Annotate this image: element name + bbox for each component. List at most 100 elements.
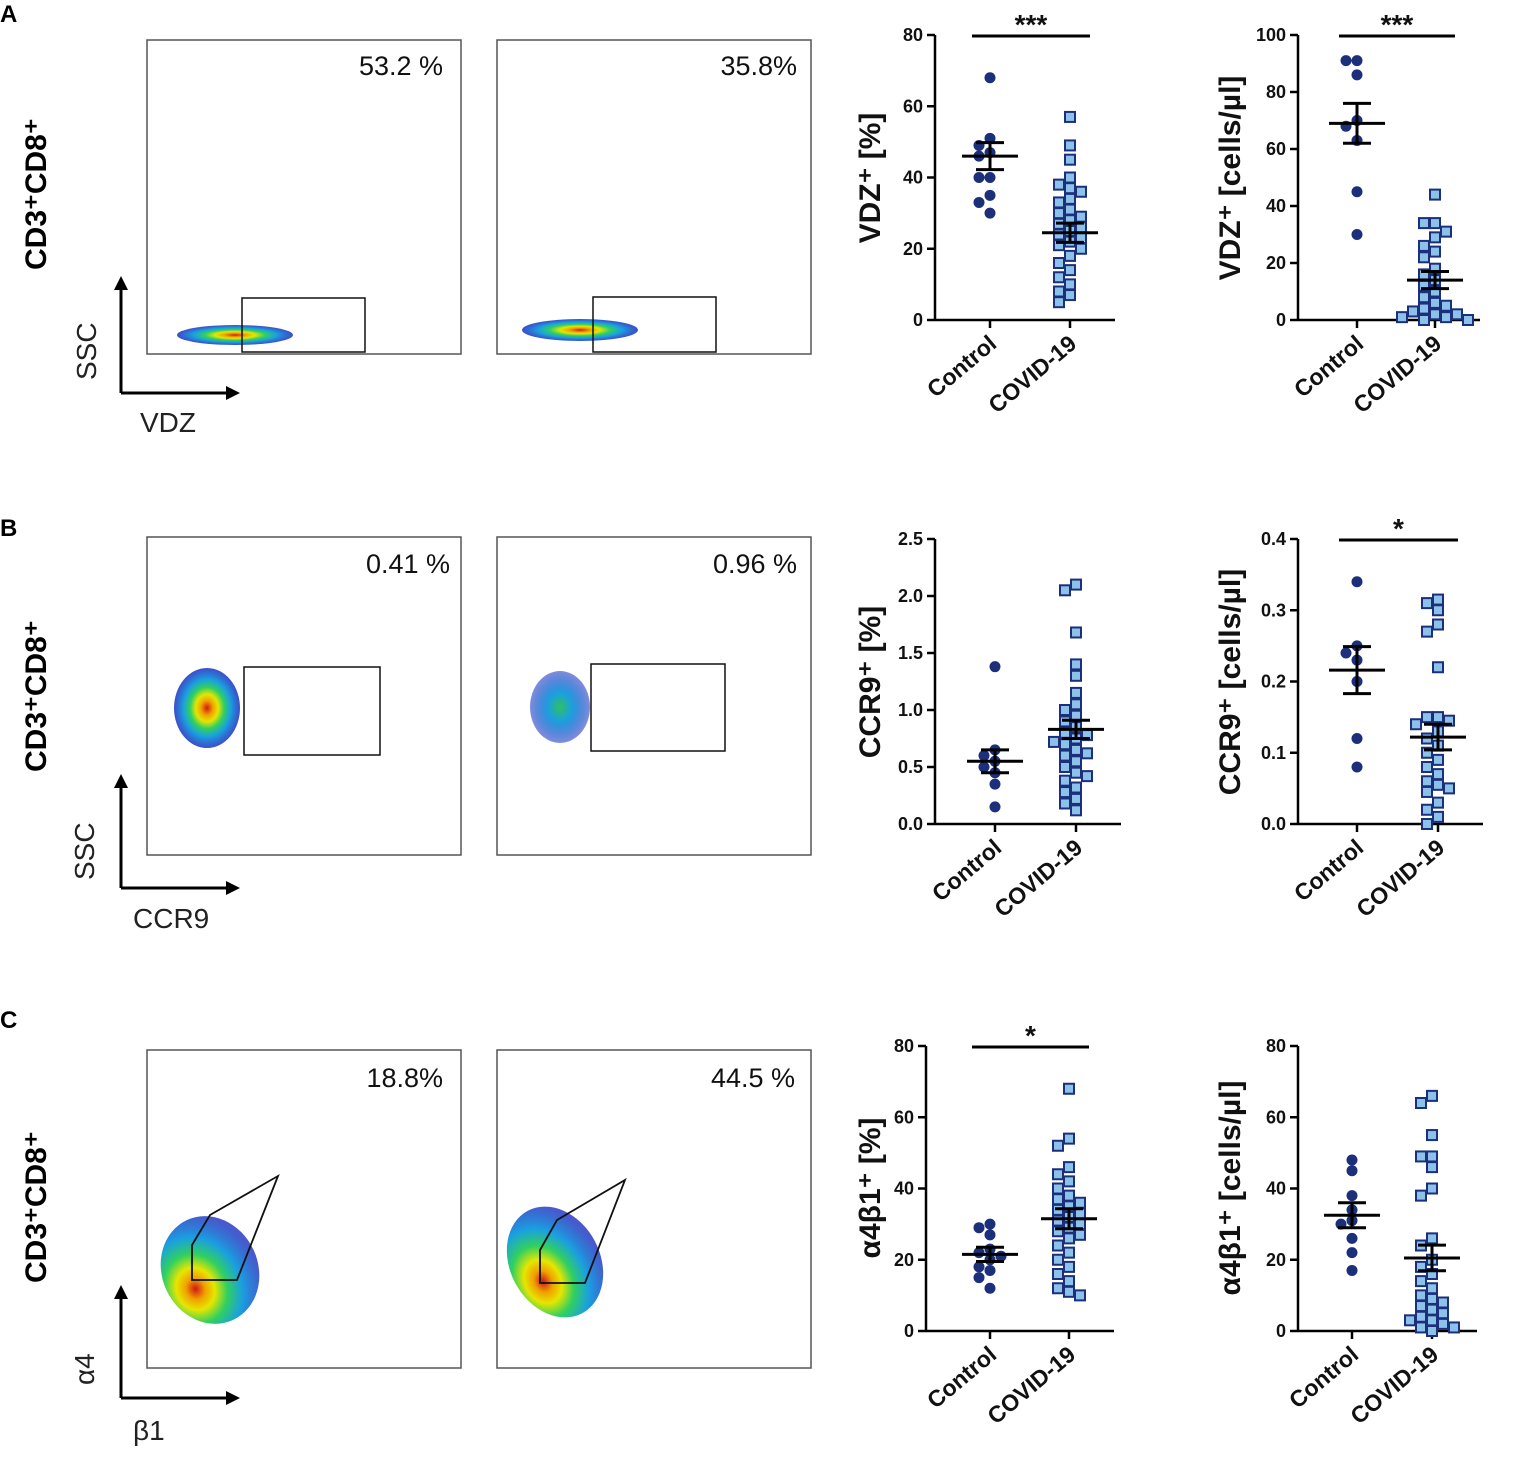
data-point <box>1448 1321 1460 1334</box>
panel-B: B CD3⁺CD8⁺ 0.41 % 0.96 % SSC CCR9 <box>0 515 812 934</box>
data-point <box>1407 305 1419 318</box>
flow-population <box>530 671 590 743</box>
data-point <box>1346 1232 1358 1244</box>
panel-letter-B: B <box>0 515 17 542</box>
flow-gate-percentage: 0.41 % <box>366 549 450 579</box>
data-point <box>984 132 996 144</box>
data-point <box>1059 738 1071 751</box>
data-point <box>1053 257 1065 269</box>
data-point <box>1426 1325 1438 1337</box>
data-point <box>1418 302 1430 315</box>
data-point <box>1064 182 1076 195</box>
data-point <box>1053 239 1065 252</box>
data-point <box>1426 1150 1438 1163</box>
flow-gate-percentage: 35.8% <box>720 51 797 81</box>
data-point <box>1052 1139 1064 1152</box>
data-point <box>1059 584 1071 597</box>
data-point <box>989 661 1001 673</box>
flow-x-axis-label: β1 <box>133 1415 165 1446</box>
y-tick-label: 0.0 <box>898 814 923 834</box>
data-point <box>1351 733 1363 744</box>
data-point <box>1052 1239 1064 1252</box>
flow-x-axis-label: CCR9 <box>133 903 209 934</box>
data-point <box>1415 1097 1427 1109</box>
x-category-label: Control <box>1289 834 1368 906</box>
data-point <box>1426 1314 1438 1327</box>
data-point <box>1346 1165 1358 1177</box>
series-covid-19 <box>1048 578 1104 817</box>
data-point <box>1064 110 1076 123</box>
y-tick-label: 0.4 <box>1261 529 1286 549</box>
data-point <box>1432 768 1444 781</box>
y-tick-label: 60 <box>1266 139 1286 159</box>
data-point <box>984 1264 996 1276</box>
data-point <box>1443 782 1455 795</box>
y-axis-title: CCR9⁺ [cells/µl] <box>1214 569 1247 796</box>
data-point <box>1064 139 1076 152</box>
y-tick-label: 1.5 <box>898 643 923 663</box>
flow-axes-B: SSC CCR9 <box>69 774 240 934</box>
data-point <box>1426 1282 1438 1295</box>
data-point <box>1421 761 1433 773</box>
arrowhead <box>114 1285 128 1299</box>
series-control <box>1324 1154 1380 1276</box>
panel-letter-A: A <box>0 1 17 28</box>
arrowhead <box>226 386 240 400</box>
data-point <box>973 1222 985 1234</box>
data-point <box>1064 153 1076 166</box>
data-point <box>1070 669 1082 682</box>
data-point <box>1053 196 1065 209</box>
flow-axes-C: α4 β1 <box>69 1285 240 1446</box>
data-point <box>1451 308 1463 321</box>
data-point <box>1064 289 1076 302</box>
data-point <box>978 750 990 762</box>
data-point <box>1070 804 1082 817</box>
data-point <box>1440 225 1452 238</box>
data-point <box>1421 803 1433 816</box>
data-point <box>1059 749 1071 762</box>
flow-gate <box>592 296 717 353</box>
data-point <box>1070 792 1082 805</box>
data-point <box>1070 686 1082 699</box>
flow-population <box>160 1216 260 1324</box>
data-point <box>1351 186 1363 198</box>
data-point <box>1063 1189 1075 1202</box>
y-axis-title: α4β1⁺ [%] <box>854 1118 887 1259</box>
data-point <box>1421 746 1433 759</box>
y-tick-label: 0 <box>1276 1321 1286 1341</box>
data-point <box>1415 1189 1427 1202</box>
data-point <box>984 1282 996 1294</box>
data-point <box>1063 1132 1075 1145</box>
data-point <box>1415 1321 1427 1334</box>
data-point <box>1053 207 1065 220</box>
data-point <box>1415 1310 1427 1323</box>
y-axis-title: VDZ⁺ [cells/µl] <box>1214 76 1247 281</box>
data-point <box>1421 711 1433 724</box>
data-point <box>1426 1303 1438 1316</box>
data-point <box>1052 1253 1064 1266</box>
data-point <box>1440 299 1452 312</box>
data-point <box>1396 311 1408 324</box>
data-point <box>1418 314 1430 326</box>
data-point <box>1351 69 1363 81</box>
arrowhead <box>114 774 128 788</box>
data-point <box>1052 1268 1064 1280</box>
arrowhead <box>226 881 240 895</box>
data-point <box>1432 618 1444 631</box>
flow-plot-frame <box>146 1049 462 1369</box>
data-point <box>1346 1190 1358 1202</box>
flow-plot-frame <box>146 39 462 355</box>
data-point <box>1346 1247 1358 1259</box>
data-point <box>1063 1161 1075 1174</box>
data-point <box>1432 604 1444 617</box>
data-point <box>1059 704 1071 716</box>
data-point <box>1432 796 1444 809</box>
flow-y-axis-label: α4 <box>69 1353 100 1385</box>
series-covid-19 <box>1404 1089 1460 1337</box>
data-point <box>1064 203 1076 216</box>
data-point <box>1429 217 1441 230</box>
data-point <box>1415 1289 1427 1302</box>
data-point <box>1070 658 1082 671</box>
data-point <box>1415 1150 1427 1163</box>
